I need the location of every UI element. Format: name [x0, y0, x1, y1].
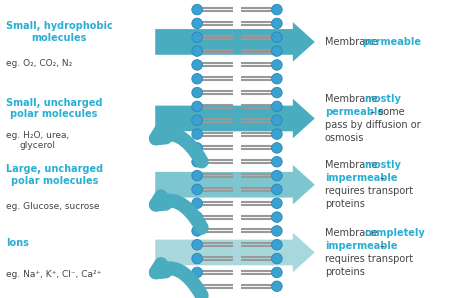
Circle shape — [192, 212, 202, 222]
Circle shape — [272, 267, 282, 278]
Circle shape — [192, 115, 202, 125]
Circle shape — [192, 170, 202, 181]
Circle shape — [272, 46, 282, 56]
Text: proteins: proteins — [325, 199, 365, 209]
Circle shape — [272, 60, 282, 70]
Circle shape — [192, 184, 202, 195]
Circle shape — [192, 267, 202, 278]
Text: Large, uncharged
polar molecules: Large, uncharged polar molecules — [6, 164, 103, 186]
FancyArrow shape — [155, 22, 315, 62]
Text: Small, uncharged
polar molecules: Small, uncharged polar molecules — [6, 98, 102, 119]
Circle shape — [192, 60, 202, 70]
FancyArrow shape — [155, 233, 315, 272]
Text: requires transport: requires transport — [325, 254, 413, 264]
Circle shape — [272, 74, 282, 84]
Circle shape — [272, 240, 282, 250]
Circle shape — [192, 198, 202, 209]
FancyArrow shape — [155, 165, 315, 204]
Text: requires transport: requires transport — [325, 186, 413, 196]
Text: mostly: mostly — [365, 94, 401, 104]
Circle shape — [192, 253, 202, 264]
Text: impermeable: impermeable — [325, 241, 397, 251]
Text: – some: – some — [367, 107, 405, 117]
Circle shape — [272, 32, 282, 43]
Circle shape — [272, 184, 282, 195]
Circle shape — [272, 198, 282, 209]
Circle shape — [192, 129, 202, 139]
Text: eg. H₂O, urea,
glycerol: eg. H₂O, urea, glycerol — [6, 131, 69, 150]
Text: pass by diffusion or: pass by diffusion or — [325, 120, 420, 130]
Circle shape — [272, 281, 282, 291]
Text: Membrane: Membrane — [325, 228, 380, 238]
Circle shape — [272, 170, 282, 181]
Text: eg. Glucose, sucrose: eg. Glucose, sucrose — [6, 202, 99, 211]
Circle shape — [272, 129, 282, 139]
Text: –: – — [377, 173, 385, 183]
Text: permeable: permeable — [363, 37, 421, 47]
Text: eg. Na⁺, K⁺, Cl⁻, Ca²⁺: eg. Na⁺, K⁺, Cl⁻, Ca²⁺ — [6, 270, 101, 279]
Text: Ions: Ions — [6, 238, 28, 248]
Circle shape — [192, 74, 202, 84]
Text: osmosis: osmosis — [325, 133, 364, 143]
Circle shape — [192, 32, 202, 43]
Circle shape — [192, 240, 202, 250]
Text: Small, hydrophobic
molecules: Small, hydrophobic molecules — [6, 21, 112, 43]
Circle shape — [272, 101, 282, 112]
Circle shape — [192, 46, 202, 56]
Circle shape — [192, 87, 202, 98]
Text: completely: completely — [365, 228, 426, 238]
Circle shape — [192, 4, 202, 15]
Text: Membrane: Membrane — [325, 94, 380, 104]
Text: permeable: permeable — [325, 107, 384, 117]
Circle shape — [272, 115, 282, 125]
Circle shape — [272, 18, 282, 29]
Circle shape — [272, 87, 282, 98]
Circle shape — [272, 226, 282, 236]
Text: eg. O₂, CO₂, N₂: eg. O₂, CO₂, N₂ — [6, 59, 72, 68]
Text: –: – — [377, 241, 385, 251]
Text: proteins: proteins — [325, 267, 365, 277]
Text: impermeable: impermeable — [325, 173, 397, 183]
Circle shape — [272, 143, 282, 153]
Circle shape — [272, 253, 282, 264]
Circle shape — [192, 18, 202, 29]
Text: mostly: mostly — [365, 160, 401, 170]
Circle shape — [192, 101, 202, 112]
Circle shape — [192, 143, 202, 153]
Text: Membrane: Membrane — [325, 160, 380, 170]
Circle shape — [272, 212, 282, 222]
Text: Membrane: Membrane — [325, 37, 377, 47]
Circle shape — [192, 281, 202, 291]
Circle shape — [192, 226, 202, 236]
Circle shape — [272, 4, 282, 15]
FancyArrow shape — [155, 99, 315, 138]
Circle shape — [192, 156, 202, 167]
Circle shape — [272, 156, 282, 167]
